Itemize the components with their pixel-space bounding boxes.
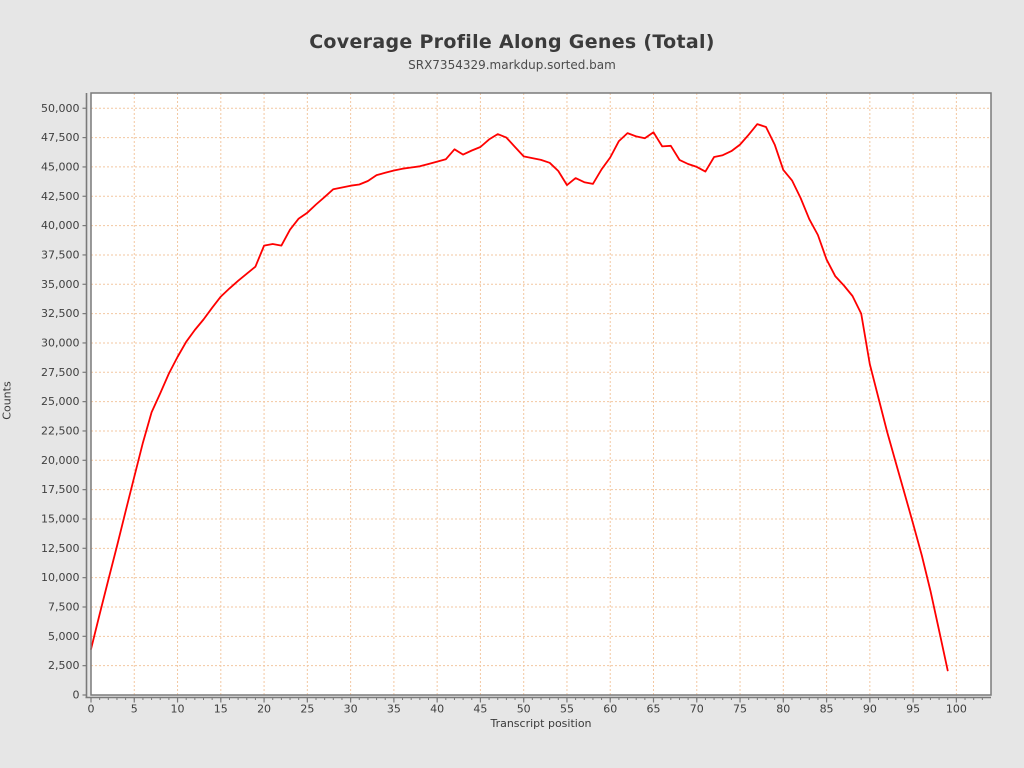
y-tick-label: 15,000 [41, 512, 80, 525]
x-tick-label: 25 [300, 703, 314, 716]
y-tick-label: 20,000 [41, 454, 80, 467]
y-tick-label: 25,000 [41, 395, 80, 408]
plot-area [91, 93, 991, 695]
y-tick-label: 5,000 [48, 630, 80, 643]
x-tick-label: 15 [214, 703, 228, 716]
x-tick-label: 95 [906, 703, 920, 716]
y-tick-label: 0 [73, 689, 80, 702]
y-tick-label: 37,500 [41, 248, 80, 261]
y-tick-label: 40,000 [41, 219, 80, 232]
y-tick-label: 45,000 [41, 160, 80, 173]
x-tick-label: 55 [560, 703, 574, 716]
x-tick-label: 80 [776, 703, 790, 716]
x-tick-label: 30 [344, 703, 358, 716]
y-tick-label: 7,500 [48, 600, 80, 613]
x-tick-label: 0 [88, 703, 95, 716]
y-tick-label: 32,500 [41, 307, 80, 320]
chart-subtitle: SRX7354329.markdup.sorted.bam [408, 58, 616, 72]
y-tick-label: 10,000 [41, 571, 80, 584]
x-tick-label: 75 [733, 703, 747, 716]
x-tick-label: 10 [171, 703, 185, 716]
x-tick-label: 35 [387, 703, 401, 716]
chart-title: Coverage Profile Along Genes (Total) [309, 31, 715, 53]
y-tick-label: 22,500 [41, 424, 80, 437]
y-tick-label: 47,500 [41, 131, 80, 144]
x-tick-label: 65 [647, 703, 661, 716]
x-tick-label: 45 [473, 703, 487, 716]
x-tick-label: 85 [820, 703, 834, 716]
y-tick-label: 27,500 [41, 366, 80, 379]
x-tick-label: 70 [690, 703, 704, 716]
y-tick-label: 12,500 [41, 542, 80, 555]
y-tick-label: 35,000 [41, 278, 80, 291]
y-tick-label: 42,500 [41, 190, 80, 203]
y-tick-label: 2,500 [48, 659, 80, 672]
coverage-series-line [90, 123, 949, 672]
y-tick-label: 30,000 [41, 336, 80, 349]
x-tick-label: 50 [517, 703, 531, 716]
x-axis-title: Transcript position [490, 717, 592, 730]
y-tick-label: 17,500 [41, 483, 80, 496]
x-tick-label: 40 [430, 703, 444, 716]
x-tick-label: 90 [863, 703, 877, 716]
x-tick-label: 20 [257, 703, 271, 716]
x-tick-label: 5 [131, 703, 138, 716]
y-tick-label: 50,000 [41, 102, 80, 115]
plot-border [90, 92, 992, 696]
x-tick-label: 60 [603, 703, 617, 716]
x-tick-label: 100 [946, 703, 967, 716]
